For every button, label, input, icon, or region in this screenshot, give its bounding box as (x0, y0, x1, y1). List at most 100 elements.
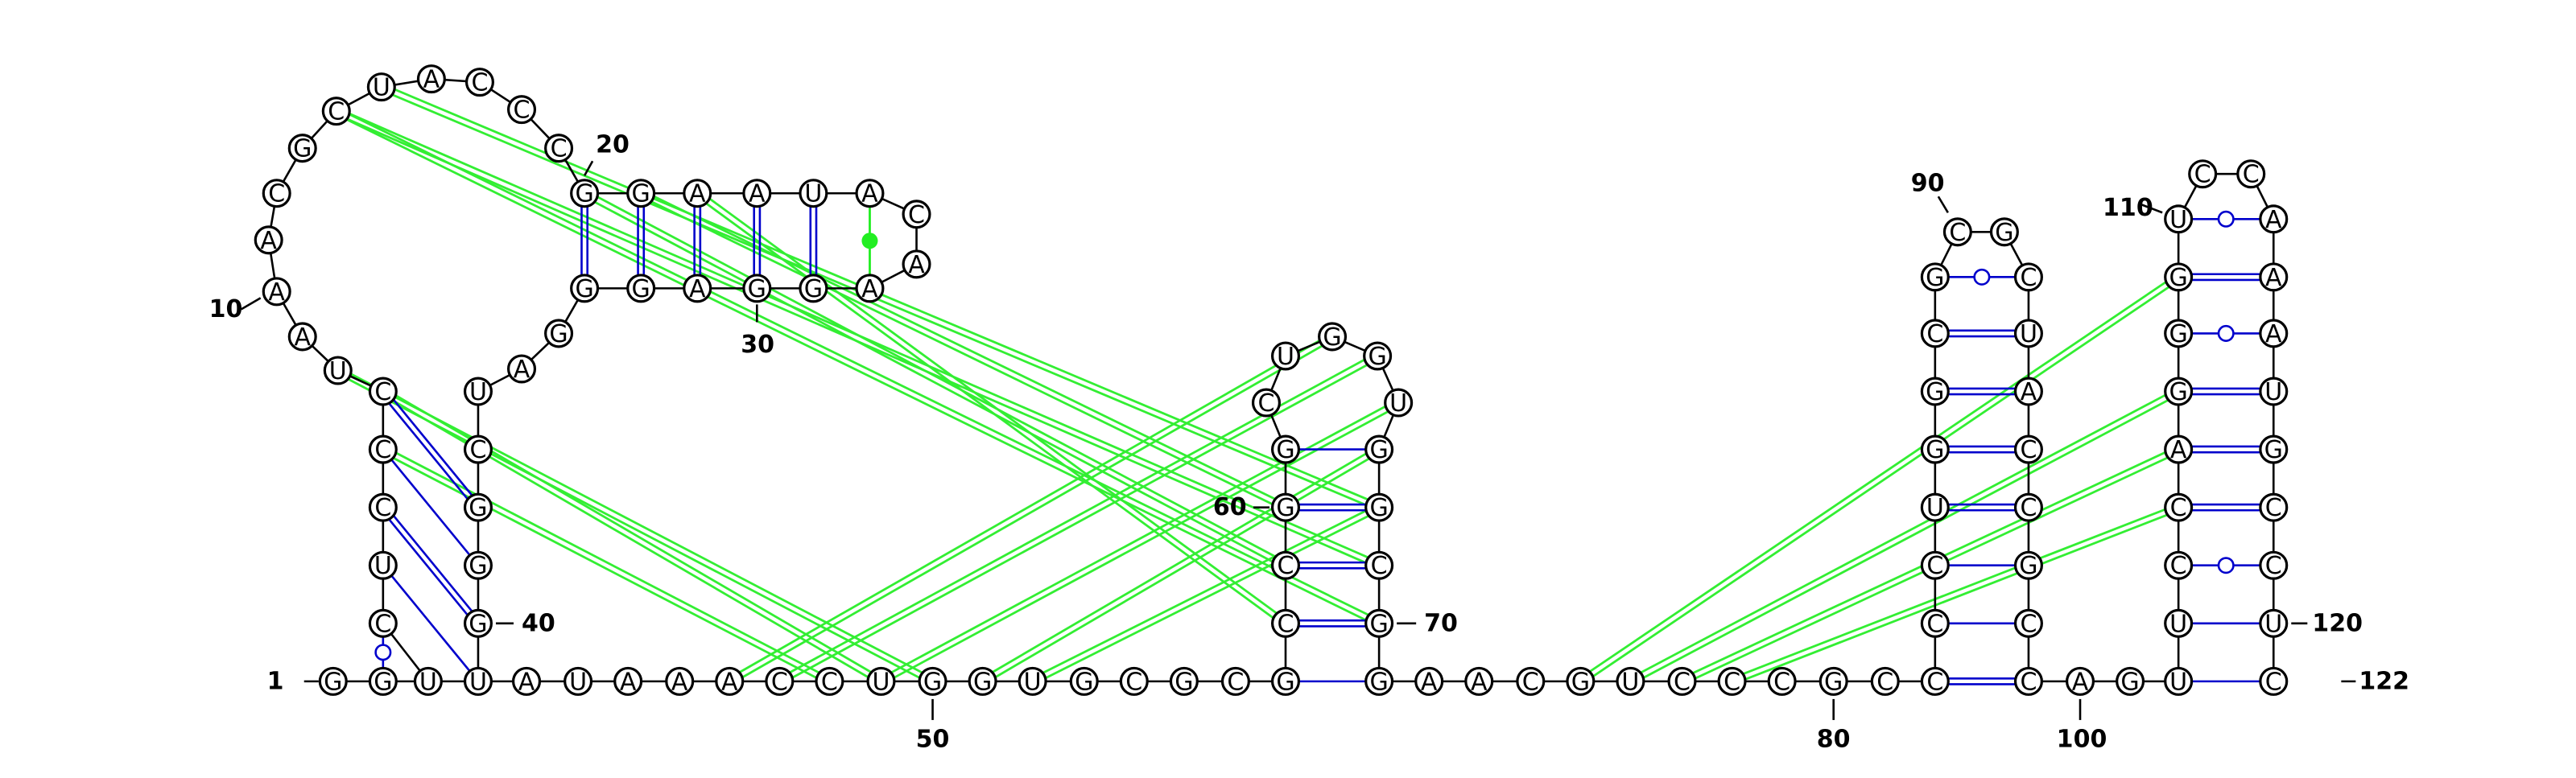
nucleotide-35: A (287, 322, 317, 352)
pseudoknot-line (1730, 503, 2178, 680)
nucleotide-letter: C (2265, 552, 2282, 580)
nucleotide-73: A (1414, 666, 1444, 696)
nucleotide-letter: G (1369, 610, 1388, 638)
nucleotide-circle (1318, 322, 1348, 352)
nucleotide-letter: C (1371, 552, 1388, 580)
pseudoknot-line (582, 195, 1285, 570)
nucleotide-circle (2259, 319, 2289, 348)
nucleotide-45: A (613, 666, 643, 696)
nucleotide-circle (1870, 666, 1900, 696)
nucleotide-circle (2259, 550, 2289, 580)
nucleotide-32: C (262, 179, 291, 208)
nucleotide-letter: A (721, 668, 738, 696)
position-label-110: 110 (2103, 194, 2153, 222)
nucleotide-circle (918, 666, 947, 696)
nucleotide-letter: C (1773, 668, 1790, 696)
nucleotide-letter: U (374, 552, 392, 580)
nucleotide-120: C (2259, 550, 2289, 580)
nucleotide-circle (2013, 262, 2043, 292)
nucleotide-letter: G (2169, 378, 2188, 406)
nucleotide-circle (2259, 377, 2289, 406)
nucleotide-letter: C (2194, 161, 2211, 189)
nucleotide-113: C (2236, 159, 2266, 189)
nucleotide-letter: A (2265, 264, 2282, 292)
pseudoknot-line (379, 89, 1379, 512)
nucleotide-circle (2164, 434, 2194, 464)
nucleotide-letter: G (2264, 436, 2283, 464)
nucleotide-letter: A (423, 66, 440, 94)
nucleotide-51: G (918, 666, 947, 696)
nucleotide-letter: G (2169, 320, 2188, 348)
nucleotide-circle (799, 179, 828, 208)
nucleotide-23: G (626, 179, 656, 208)
nucleotide-circle (1364, 608, 1394, 638)
nucleotide-92: G (1989, 217, 2019, 247)
nucleotide-letter: A (689, 275, 706, 303)
nucleotide-87: G (1920, 434, 1950, 464)
nucleotide-circle (1920, 492, 1950, 522)
nucleotide-letter: C (471, 69, 488, 97)
nucleotide-letter: C (1522, 668, 1539, 696)
nucleotide-letter: G (575, 275, 593, 303)
nucleotide-42: U (413, 666, 443, 696)
noncanonical-pair-dot (861, 233, 878, 249)
nucleotide-72: G (1364, 666, 1394, 696)
nucleotide-letter: G (469, 610, 487, 638)
nucleotide-circle (1920, 434, 1950, 464)
nucleotide-circle (1566, 666, 1596, 696)
nucleotide-circle (815, 666, 844, 696)
position-label-1: 1 (267, 667, 284, 695)
nucleotide-circle (1270, 666, 1301, 696)
nucleotide-letter: U (2264, 378, 2282, 406)
nucleotide-letter: C (1278, 552, 1294, 580)
nucleotide-circle (613, 666, 643, 696)
nucleotide-circle (1270, 492, 1301, 522)
nucleotide-46: A (665, 666, 695, 696)
pseudoknot-line (638, 195, 1286, 512)
nucleotide-circle (2013, 434, 2043, 464)
nucleotide-circle (2259, 262, 2289, 292)
nucleotide-circle (2164, 550, 2194, 580)
nucleotide-circle (1270, 608, 1301, 638)
nucleotide-44: U (564, 666, 593, 696)
nucleotide-letter: C (2265, 494, 2282, 522)
nucleotide-circle (1920, 377, 1950, 406)
nucleotide-circle (512, 666, 542, 696)
nucleotide-letter: G (1926, 378, 1944, 406)
nucleotide-15: G (799, 274, 828, 303)
nucleotide-circle (544, 319, 574, 348)
position-tick (583, 160, 594, 176)
nucleotide-105: C (2164, 550, 2194, 580)
nucleotide-letter: U (804, 180, 822, 208)
nucleotide-circle (1667, 666, 1697, 696)
nucleotide-circle (463, 666, 493, 696)
nucleotide-circle (1920, 262, 1950, 292)
position-label-40: 40 (522, 609, 555, 637)
nucleotide-letter: C (1724, 668, 1740, 696)
pseudoknot-line (1631, 393, 2181, 685)
nucleotide-circle (318, 666, 348, 696)
nucleotide-letter: C (2020, 264, 2037, 292)
wobble-pair-marker (1973, 268, 1991, 286)
base-pair-line (384, 389, 481, 507)
nucleotide-65: G (1318, 322, 1348, 352)
pseudoknot-line (695, 195, 1285, 627)
nucleotide-2: G (368, 666, 398, 696)
nucleotide-letter: C (1125, 668, 1142, 696)
nucleotide-circle (1270, 341, 1301, 371)
nucleotide-letter: C (1926, 552, 1943, 580)
nucleotide-circle (968, 666, 997, 696)
nucleotide-122: C (2259, 666, 2289, 696)
nucleotide-circle (1464, 666, 1494, 696)
nucleotide-67: U (1384, 388, 1414, 418)
nucleotide-letter: C (1949, 219, 1966, 247)
nucleotide-letter: G (973, 668, 992, 696)
nucleotide-circle (1516, 666, 1546, 696)
nucleotide-43: A (512, 666, 542, 696)
nucleotide-21: A (742, 179, 772, 208)
nucleotide-circle (287, 322, 317, 352)
nucleotide-7: C (463, 434, 493, 464)
nucleotide-circle (2259, 666, 2289, 696)
nucleotide-64: U (1270, 341, 1301, 371)
nucleotide-letter: C (1257, 389, 1274, 418)
